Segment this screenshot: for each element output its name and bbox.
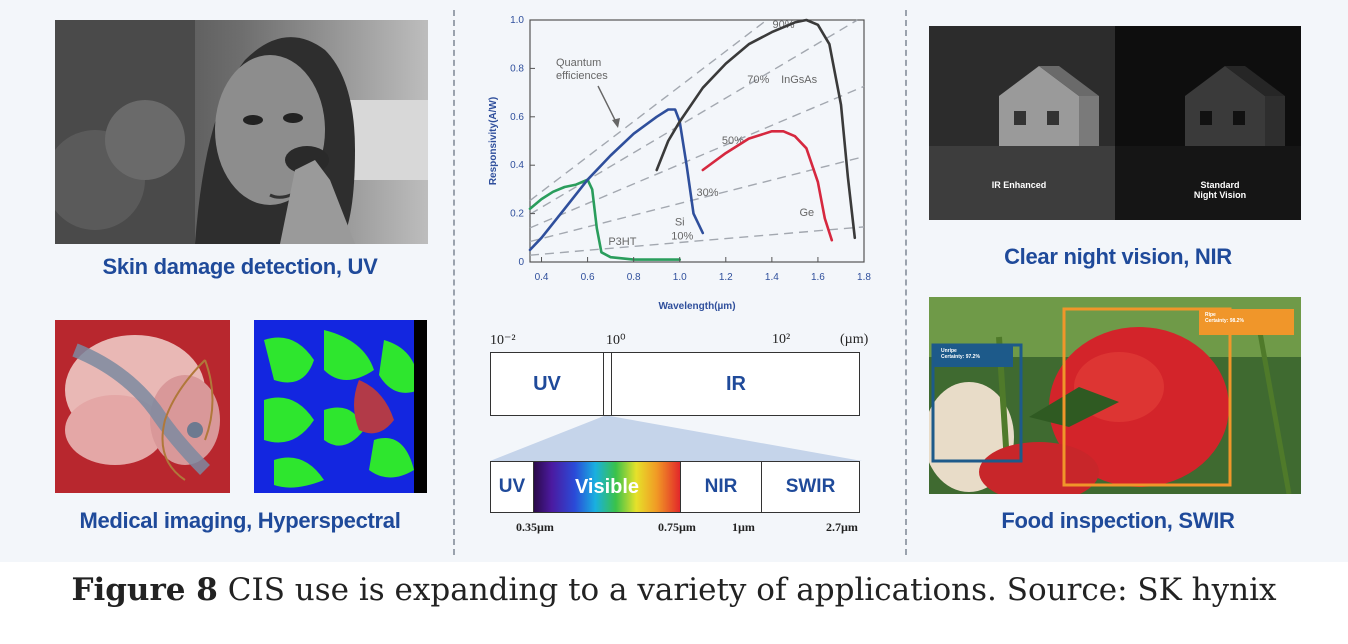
series-label: Si [675, 217, 685, 229]
visible-slot [603, 353, 612, 415]
medical-imaging-label: Medical imaging, Hyperspectral [79, 508, 401, 533]
medical-hyperspectral-photo [254, 320, 427, 493]
qe-line [529, 226, 865, 256]
y-tick-label: 0.8 [510, 63, 524, 74]
scale-tick-1e-2: 10⁻² [490, 333, 516, 348]
qe-label: 10% [671, 230, 693, 242]
scale-unit: (µm) [840, 332, 869, 347]
x-tick-label: 1.6 [811, 272, 825, 283]
detail-band-swir-label: SWIR [785, 476, 836, 497]
skin-uv-label: Skin damage detection, UV [102, 254, 378, 279]
qe-line [529, 19, 768, 202]
series-label: InGsAs [781, 74, 818, 86]
scale-tick-1e2: 10² [772, 332, 791, 347]
band-ir-label: IR [726, 372, 746, 395]
qe-line [529, 155, 865, 243]
band-uv: UV [491, 353, 603, 415]
detail-band-bar: UV Visible NIR SWIR [490, 461, 860, 513]
qe-line [529, 85, 865, 229]
detail-band-nir-label: NIR [704, 476, 738, 497]
detail-tick-2-7: 2.7µm [826, 520, 858, 534]
detail-tick-0-35: 0.35µm [516, 520, 554, 534]
qe-label: 70% [747, 74, 769, 86]
night-vision-photo: IR Enhanced Standard Night Vision [929, 26, 1301, 220]
x-tick-label: 1.4 [765, 272, 779, 283]
detail-tick-1: 1µm [732, 520, 755, 534]
zoom-wedge [490, 416, 862, 461]
series-label: P3HT [608, 236, 636, 248]
qe-annotation-line1: Quantum [556, 57, 601, 69]
unripe-box-label: Unripe Certainty: 97.2% [941, 348, 980, 360]
x-tick-label: 1.8 [857, 272, 871, 283]
right-divider [905, 10, 907, 555]
detail-band-swir: SWIR [762, 462, 859, 512]
standard-night-vision-overlay: Standard Night Vision [1193, 180, 1247, 200]
y-tick-label: 0.6 [510, 112, 524, 123]
y-tick-label: 0.4 [510, 160, 524, 171]
detail-band-visible: Visible [534, 462, 681, 512]
series-label: Ge [800, 207, 815, 219]
x-tick-label: 0.4 [535, 272, 549, 283]
detail-band-nir: NIR [681, 462, 762, 512]
night-vision-label: Clear night vision, NIR [1004, 244, 1232, 269]
detail-band-uv: UV [491, 462, 534, 512]
qe-annotation-arrowhead [612, 118, 620, 128]
left-divider [453, 10, 455, 555]
qe-annotation-line2: efficiences [556, 70, 608, 82]
detail-band-visible-label: Visible [574, 475, 640, 498]
figure-caption: Figure 8 CIS use is expanding to a varie… [0, 572, 1348, 608]
x-tick-label: 0.6 [581, 272, 595, 283]
y-tick-label: 1.0 [510, 15, 524, 26]
band-uv-label: UV [533, 372, 561, 395]
ir-enhanced-overlay: IR Enhanced [991, 180, 1047, 190]
skin-uv-photo [55, 20, 428, 244]
scale-tick-1e0: 10⁰ [606, 333, 626, 348]
food-inspection-label: Food inspection, SWIR [1001, 508, 1235, 533]
x-axis-label: Wavelength(µm) [658, 301, 735, 312]
y-tick-label: 0.2 [510, 209, 524, 220]
figure-caption-text: CIS use is expanding to a variety of app… [217, 572, 1277, 608]
x-tick-label: 1.2 [719, 272, 733, 283]
band-bar: UV IR [490, 352, 860, 416]
series-line [655, 18, 857, 240]
x-tick-label: 1.0 [673, 272, 687, 283]
medical-rgb-photo [55, 320, 230, 493]
band-ir: IR [612, 353, 860, 415]
figure-number: Figure 8 [71, 572, 218, 608]
series-line [528, 108, 705, 252]
y-tick-label: 0 [518, 257, 524, 268]
series-line [701, 130, 834, 242]
food-inspection-photo: Unripe Certainty: 97.2% Ripe Certainty: … [929, 297, 1301, 494]
detail-band-uv-label: UV [498, 476, 526, 497]
y-axis-label: Responsivity(A/W) [488, 97, 499, 185]
qe-label: 30% [697, 187, 719, 199]
spectrum-scale: 10⁻² 10⁰ 10² (µm) UV IR UV Visible NIR S… [480, 330, 880, 540]
x-tick-label: 0.8 [627, 272, 641, 283]
ripe-box-label: Ripe Certainty: 98.2% [1205, 312, 1244, 324]
detail-tick-0-75: 0.75µm [658, 520, 696, 534]
